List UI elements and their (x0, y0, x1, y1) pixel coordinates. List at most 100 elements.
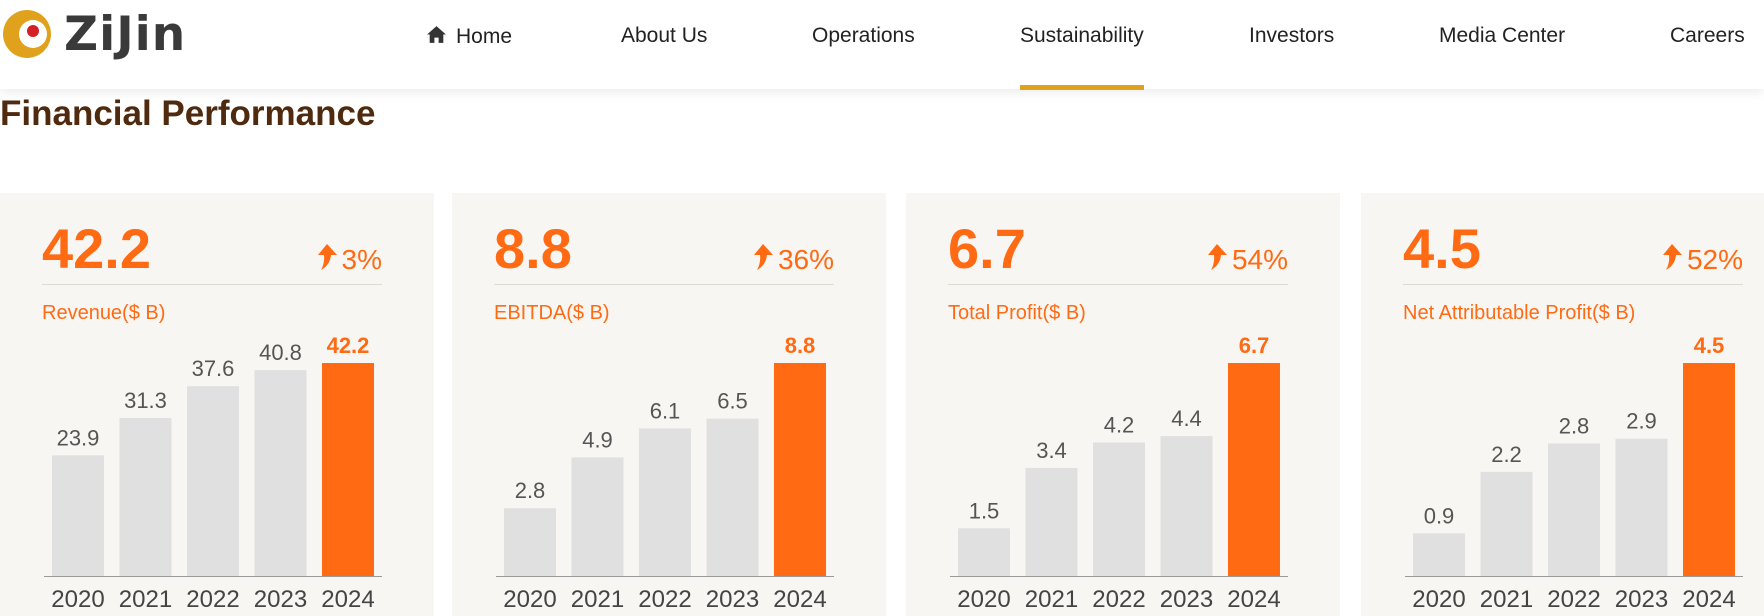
bar-2022 (639, 428, 691, 576)
year-label-2023: 2023 (254, 586, 307, 613)
bar-2023 (254, 370, 307, 576)
nav-about-us[interactable]: About Us (621, 24, 708, 47)
kpi-metric-label: Total Profit($ B) (948, 302, 1086, 324)
value-label-2020: 0.9 (1424, 503, 1455, 528)
year-label-2021: 2021 (1480, 586, 1533, 613)
arrow-up-icon (1662, 244, 1682, 270)
value-label-2023: 40.8 (259, 340, 302, 365)
kpi-value: 4.5 (1403, 217, 1481, 280)
bar-2024 (774, 363, 826, 576)
arrow-up-icon (317, 244, 337, 270)
bar-2022 (1093, 442, 1145, 576)
value-label-2022: 6.1 (650, 398, 681, 423)
nav-media-center[interactable]: Media Center (1439, 24, 1566, 47)
bar-2024 (322, 363, 374, 576)
bar-2022 (1548, 443, 1600, 576)
bar-chart-revenue: 23.9 2020 31.3 2021 37.6 2022 40.8 2023 42.2 2024 (44, 333, 382, 613)
nav-operations[interactable]: Operations (812, 24, 915, 47)
nav-careers[interactable]: Careers (1670, 24, 1745, 47)
bar-2024 (1228, 363, 1280, 576)
bar-chart-total-profit: 1.5 2020 3.4 2021 4.2 2022 4.4 2023 6.7 2024 (950, 333, 1288, 613)
value-label-2021: 3.4 (1036, 438, 1067, 463)
value-label-2022: 4.2 (1104, 412, 1135, 437)
bar-2020 (504, 508, 556, 576)
bar-2020 (1413, 533, 1465, 576)
card-divider (948, 284, 1288, 285)
year-label-2020: 2020 (51, 586, 104, 613)
year-label-2020: 2020 (1412, 586, 1465, 613)
nav-home[interactable]: Home (426, 24, 512, 49)
year-label-2024: 2024 (1682, 586, 1735, 613)
kpi-growth: 54% (1206, 243, 1288, 274)
kpi-growth: 52% (1661, 243, 1743, 274)
logo-wordmark: ZiJin (64, 6, 187, 62)
site-header: ZiJin Home About Us Operations Sustainab… (0, 0, 1764, 90)
card-divider (494, 284, 834, 285)
nav-home-label: Home (456, 25, 513, 48)
value-label-2024: 8.8 (785, 333, 816, 358)
year-label-2022: 2022 (186, 586, 239, 613)
value-label-2024: 42.2 (327, 333, 370, 358)
year-label-2022: 2022 (638, 586, 691, 613)
year-label-2023: 2023 (706, 586, 759, 613)
logo-mark-icon (3, 10, 51, 58)
year-label-2021: 2021 (1025, 586, 1078, 613)
kpi-growth: 36% (752, 243, 834, 274)
kpi-growth-value: 36% (777, 244, 834, 275)
card-divider (1403, 284, 1743, 285)
value-label-2023: 2.9 (1626, 409, 1657, 434)
year-label-2022: 2022 (1092, 586, 1145, 613)
kpi-metric-label: Net Attributable Profit($ B) (1403, 302, 1636, 324)
value-label-2021: 31.3 (124, 388, 167, 413)
kpi-value: 6.7 (948, 217, 1026, 280)
bar-2021 (1480, 471, 1533, 576)
year-label-2024: 2024 (321, 586, 374, 613)
kpi-metric-label: Revenue($ B) (42, 302, 166, 324)
bar-2021 (1025, 467, 1078, 576)
bar-2020 (958, 528, 1010, 576)
value-label-2023: 6.5 (717, 389, 748, 414)
value-label-2020: 23.9 (57, 425, 100, 450)
bar-2021 (119, 418, 172, 576)
value-label-2020: 2.8 (515, 478, 546, 503)
kpi-value: 42.2 (42, 217, 151, 280)
year-label-2022: 2022 (1547, 586, 1600, 613)
kpi-card-ebitda: 8.8 36% EBITDA($ B) 2.8 2020 4.9 2021 6.1 202… (452, 193, 886, 616)
bar-2023 (1160, 436, 1213, 576)
bar-chart-ebitda: 2.8 2020 4.9 2021 6.1 2022 6.5 2023 8.8 2024 (496, 333, 834, 613)
active-nav-indicator (1020, 85, 1144, 90)
zijin-logo[interactable]: ZiJin (0, 2, 186, 66)
value-label-2023: 4.4 (1171, 406, 1202, 431)
page-title: Financial Performance (0, 94, 376, 133)
bar-2023 (706, 418, 759, 576)
year-label-2021: 2021 (571, 586, 624, 613)
year-label-2020: 2020 (957, 586, 1010, 613)
kpi-card-net-attributable-profit: 4.5 52% Net Attributable Profit($ B) 0.9… (1361, 193, 1764, 616)
value-label-2021: 2.2 (1491, 442, 1522, 467)
nav-investors[interactable]: Investors (1249, 24, 1335, 47)
kpi-value: 8.8 (494, 217, 572, 280)
kpi-growth-value: 54% (1231, 244, 1288, 275)
value-label-2022: 2.8 (1559, 413, 1590, 438)
bar-2024 (1683, 363, 1735, 576)
value-label-2021: 4.9 (582, 427, 613, 452)
nav-sustainability[interactable]: Sustainability (1020, 24, 1144, 47)
kpi-card-revenue: 42.2 3% Revenue($ B) 23.9 2020 31.3 2021 37.… (0, 193, 434, 616)
home-icon (427, 26, 446, 43)
arrow-up-icon (753, 244, 773, 270)
kpi-card-total-profit: 6.7 54% Total Profit($ B) 1.5 2020 3.4 2021… (906, 193, 1340, 616)
kpi-metric-label: EBITDA($ B) (494, 302, 610, 324)
value-label-2024: 6.7 (1239, 333, 1270, 358)
value-label-2024: 4.5 (1694, 333, 1725, 358)
year-label-2024: 2024 (1227, 586, 1280, 613)
year-label-2020: 2020 (503, 586, 556, 613)
bar-2023 (1615, 438, 1668, 576)
card-divider (42, 284, 382, 285)
bar-2021 (571, 457, 624, 576)
value-label-2020: 1.5 (969, 498, 1000, 523)
value-label-2022: 37.6 (192, 356, 235, 381)
kpi-growth: 3% (316, 243, 382, 274)
year-label-2024: 2024 (773, 586, 826, 613)
bar-2020 (52, 455, 104, 576)
year-label-2021: 2021 (119, 586, 172, 613)
